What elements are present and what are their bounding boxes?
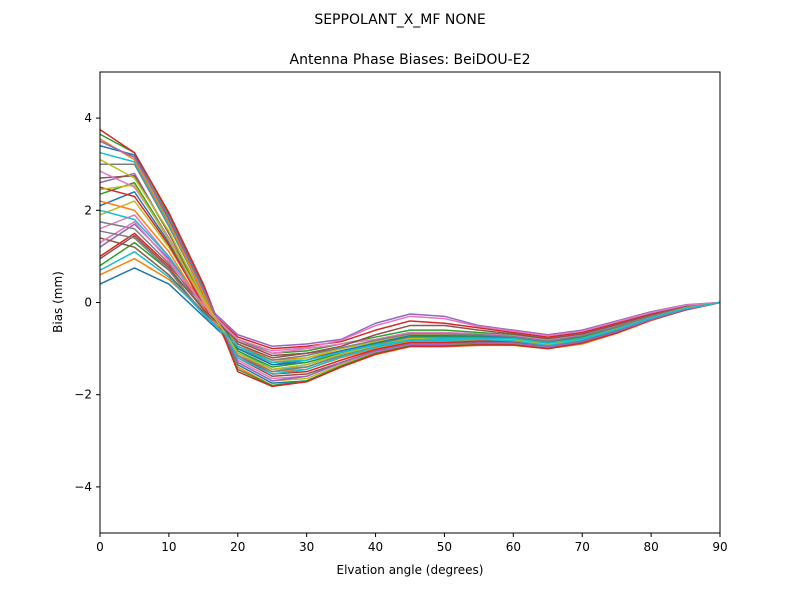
- y-axis-label: Bias (mm): [51, 271, 65, 333]
- x-tick-label: 90: [712, 540, 727, 554]
- y-tick-label: 2: [84, 203, 92, 217]
- x-tick-label: 80: [643, 540, 658, 554]
- series-line-23: [99, 133, 721, 387]
- x-axis-ticks: 0 10 20 30 40 50 60 70 80 90: [96, 533, 728, 554]
- chart-title: Antenna Phase Biases: BeiDOU-E2: [290, 52, 531, 68]
- x-tick-label: 30: [299, 540, 314, 554]
- series-lines: [99, 129, 721, 388]
- x-axis-label: Elvation angle (degrees): [337, 563, 484, 577]
- series-line-24: [99, 129, 721, 388]
- x-tick-label: 40: [368, 540, 383, 554]
- x-tick-label: 0: [96, 540, 104, 554]
- y-tick-label: 4: [84, 111, 92, 125]
- x-tick-label: 60: [506, 540, 521, 554]
- figure-suptitle: SEPPOLANT_X_MF NONE: [314, 12, 485, 28]
- y-tick-label: 0: [84, 296, 92, 310]
- x-tick-label: 10: [161, 540, 176, 554]
- series-line-25: [99, 140, 721, 382]
- series-line-27: [99, 221, 721, 352]
- series-line-26: [99, 234, 721, 357]
- x-tick-label: 20: [230, 540, 245, 554]
- x-tick-label: 50: [437, 540, 452, 554]
- y-axis-ticks: −4 −2 0 2 4: [74, 111, 100, 494]
- y-tick-label: −4: [74, 480, 92, 494]
- series-line-30: [99, 251, 721, 364]
- y-tick-label: −2: [74, 388, 92, 402]
- x-tick-label: 70: [575, 540, 590, 554]
